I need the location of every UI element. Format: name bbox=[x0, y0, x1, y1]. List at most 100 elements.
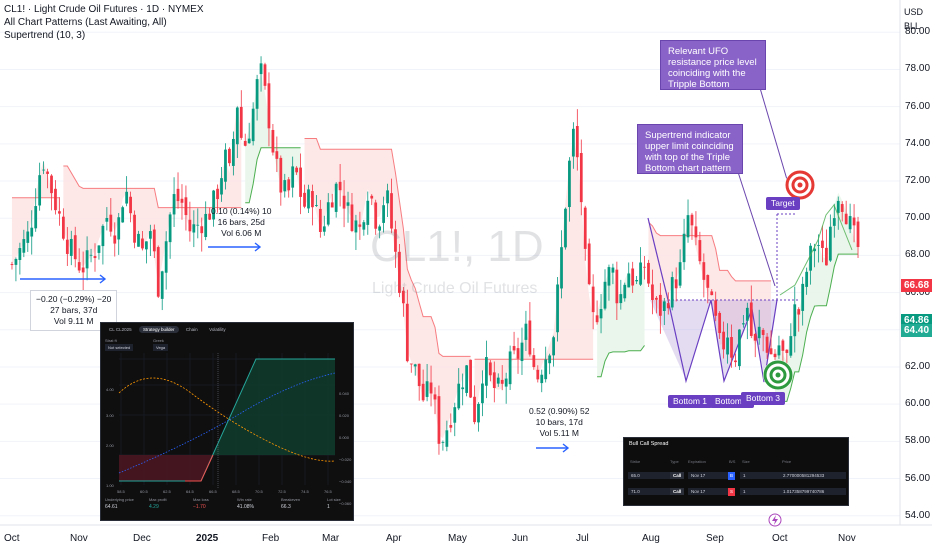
payoff-x-tick: 58.5 bbox=[117, 489, 125, 494]
price-tick: 54.00 bbox=[905, 509, 931, 521]
candle bbox=[196, 208, 200, 239]
payoff-chart[interactable] bbox=[101, 323, 353, 520]
candle bbox=[730, 324, 733, 368]
stat-value: 4.29 bbox=[149, 504, 159, 510]
bcs-buy-1[interactable]: B bbox=[728, 472, 735, 480]
candle bbox=[714, 291, 718, 322]
candle bbox=[627, 262, 631, 288]
candle bbox=[769, 330, 773, 355]
callout-supertrend[interactable]: Supertrend indicator upper limit coincid… bbox=[637, 124, 743, 174]
candle bbox=[635, 275, 639, 285]
bottom-3-label[interactable]: Bottom 3 bbox=[741, 392, 786, 405]
measure-arrowhead-1 bbox=[99, 274, 107, 284]
candle bbox=[109, 198, 113, 237]
bcs-expiration-1[interactable]: Nov 17 bbox=[688, 472, 728, 479]
options-builder-panel[interactable]: CL CL2025 Strategy builder Chain Volatil… bbox=[100, 322, 354, 521]
bcs-size-2[interactable]: 1 bbox=[740, 488, 780, 495]
candle bbox=[216, 184, 219, 213]
candle bbox=[295, 166, 299, 175]
candle bbox=[405, 289, 409, 363]
candle bbox=[137, 230, 140, 247]
candles bbox=[10, 56, 860, 455]
candle bbox=[30, 210, 34, 255]
candle bbox=[785, 349, 789, 365]
candle bbox=[619, 279, 623, 310]
stat-value: 64.61 bbox=[105, 504, 118, 510]
measure-box-1[interactable]: −0.20 (−0.29%) −20 27 bars, 37d Vol 9.11… bbox=[30, 290, 118, 331]
currency-label[interactable]: USD bbox=[904, 7, 924, 17]
study-supertrend[interactable]: Supertrend (10, 3) bbox=[4, 30, 86, 41]
bull-call-spread-panel[interactable]: Bull Call Spread Strike Type Expiration … bbox=[623, 437, 849, 506]
price-tick: 60.00 bbox=[905, 398, 931, 410]
stat-label: Lot size bbox=[327, 497, 341, 502]
candle bbox=[275, 136, 279, 173]
candle bbox=[370, 194, 374, 206]
bcs-header-size: Size bbox=[742, 459, 750, 464]
target-label[interactable]: Target bbox=[766, 197, 800, 210]
tab-chain[interactable]: Chain bbox=[185, 327, 198, 332]
bcs-size-1[interactable]: 1 bbox=[740, 472, 780, 479]
candle bbox=[548, 353, 552, 375]
scale-label[interactable]: BLL bbox=[904, 21, 921, 31]
price-tick: 72.00 bbox=[905, 175, 931, 187]
candle bbox=[160, 270, 164, 311]
candle bbox=[702, 253, 706, 298]
projection-line bbox=[779, 204, 853, 296]
study-chart-patterns[interactable]: All Chart Patterns (Last Awaiting, All) bbox=[4, 17, 167, 28]
candle bbox=[485, 340, 488, 399]
candle bbox=[520, 327, 524, 375]
measure-box-3[interactable]: 0.52 (0.90%) 52 10 bars, 17d Vol 5.11 M bbox=[524, 403, 594, 442]
candle bbox=[749, 285, 753, 339]
candle bbox=[433, 387, 437, 415]
payoff-x-tick: 66.5 bbox=[209, 489, 217, 494]
candle bbox=[65, 227, 69, 266]
strategy-stat: Max loss −1.70 bbox=[193, 497, 209, 510]
measure-arrowhead-2 bbox=[254, 242, 262, 252]
strat-select[interactable]: Not selected bbox=[105, 344, 134, 351]
tab-volatility[interactable]: Volatility bbox=[209, 327, 226, 332]
bcs-strike-1[interactable]: 65.0 bbox=[628, 472, 670, 479]
candle bbox=[698, 231, 702, 265]
bottom-1-label[interactable]: Bottom 1 bbox=[668, 395, 713, 408]
candle bbox=[686, 199, 690, 243]
candle bbox=[330, 193, 334, 208]
greek-select[interactable]: Vega bbox=[153, 344, 169, 351]
candle bbox=[346, 191, 350, 223]
candle bbox=[259, 56, 263, 92]
callout-resistance[interactable]: Relevant UFO resistance price level coin… bbox=[660, 40, 766, 101]
candle bbox=[789, 323, 793, 358]
supertrend-band bbox=[775, 192, 859, 402]
bcs-price-1[interactable]: 2.770000581294533 bbox=[780, 472, 846, 479]
candle bbox=[793, 286, 797, 353]
bcs-sell-2[interactable]: S bbox=[728, 488, 735, 496]
candle bbox=[307, 184, 310, 213]
supertrend-band bbox=[245, 73, 301, 203]
payoff-x-tick: 64.5 bbox=[186, 489, 194, 494]
payoff-y-tick-right: 0.020 bbox=[339, 413, 350, 418]
candle bbox=[682, 218, 686, 270]
candle bbox=[469, 359, 472, 398]
candle bbox=[473, 385, 476, 425]
time-tick: Mar bbox=[322, 533, 340, 544]
symbol-title[interactable]: CL1! · Light Crude Oil Futures · 1D · NY… bbox=[4, 4, 204, 15]
time-tick: Nov bbox=[838, 533, 856, 544]
bcs-title: Bull Call Spread bbox=[629, 441, 669, 447]
candle bbox=[603, 269, 607, 311]
candle bbox=[34, 188, 38, 232]
candle bbox=[556, 277, 559, 342]
bcs-expiration-2[interactable]: Nov 17 bbox=[688, 488, 728, 495]
candle bbox=[571, 122, 575, 169]
lightning-icon[interactable] bbox=[768, 513, 782, 527]
candle bbox=[77, 248, 81, 273]
tab-strategy-builder[interactable]: Strategy builder bbox=[139, 326, 179, 333]
measure-box-2[interactable]: 0.10 (0.14%) 10 16 bars, 25d Vol 6.06 M bbox=[206, 203, 276, 242]
bcs-price-2[interactable]: 1.017358799740786 bbox=[780, 488, 846, 495]
bcs-strike-2[interactable]: 71.0 bbox=[628, 488, 670, 495]
price-tick: 58.00 bbox=[905, 435, 931, 447]
bcs-type-2[interactable]: Call bbox=[670, 488, 685, 495]
options-symbol[interactable]: CL CL2025 bbox=[109, 327, 132, 332]
bcs-type-1[interactable]: Call bbox=[670, 472, 685, 479]
supertrend-band bbox=[474, 134, 594, 415]
candle bbox=[532, 348, 536, 370]
